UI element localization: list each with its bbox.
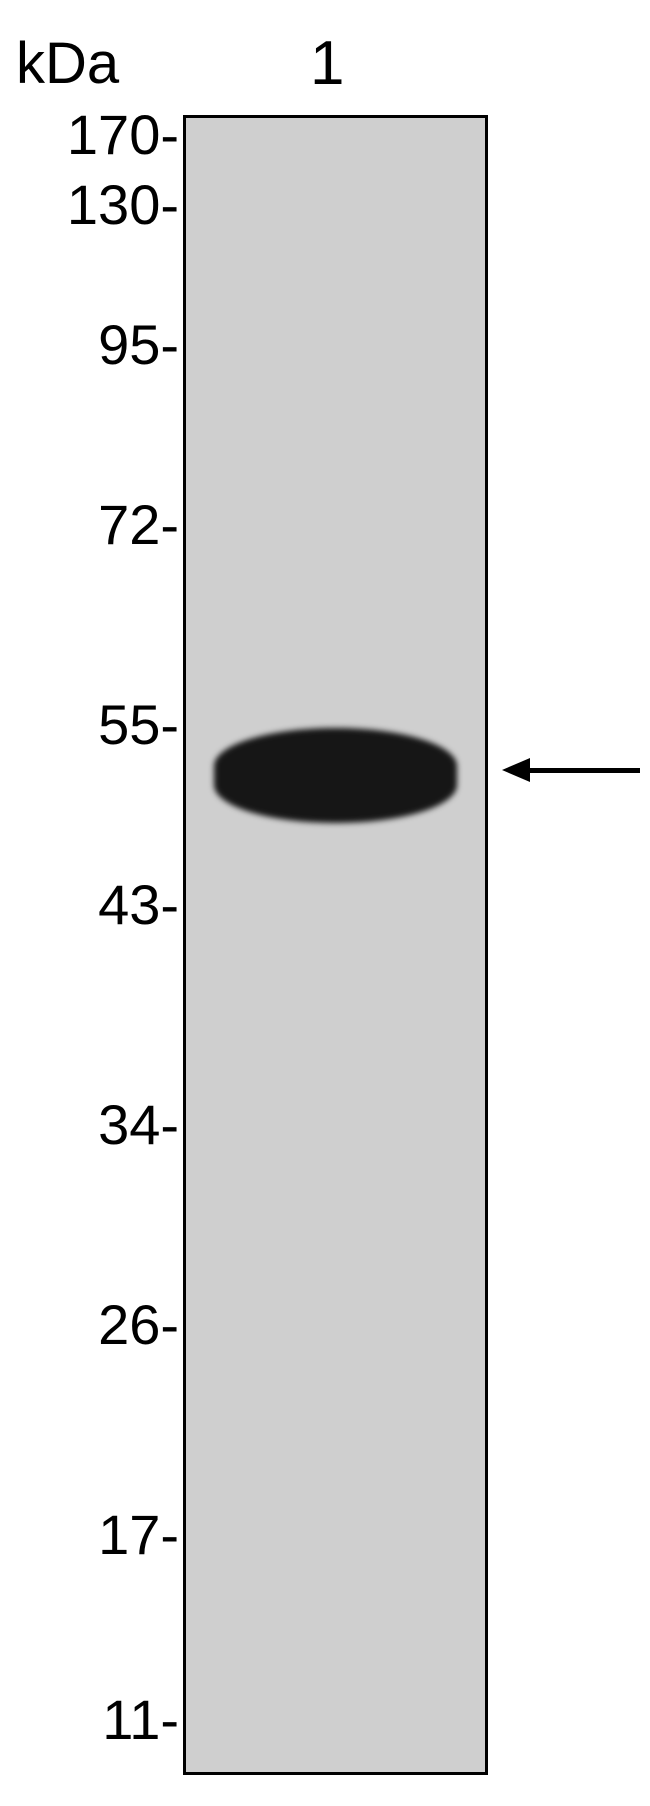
marker-17: 17- bbox=[98, 1502, 179, 1567]
marker-26: 26- bbox=[98, 1292, 179, 1357]
blot-lane-1 bbox=[183, 115, 488, 1775]
marker-34: 34- bbox=[98, 1092, 179, 1157]
arrow-head-icon bbox=[502, 758, 530, 782]
arrow-shaft bbox=[530, 768, 640, 773]
marker-55: 55- bbox=[98, 692, 179, 757]
marker-11: 11- bbox=[102, 1687, 179, 1752]
western-blot-figure: kDa 170-130- 95- 72- 55- 43- 34- 26- 17- 11- 1 bbox=[0, 0, 650, 1806]
marker-95: 95- bbox=[98, 312, 179, 377]
marker-130: 130- bbox=[67, 172, 179, 237]
marker-170: 170- bbox=[67, 102, 179, 167]
marker-72: 72- bbox=[98, 492, 179, 557]
lane-1-label: 1 bbox=[310, 28, 344, 99]
marker-43: 43- bbox=[98, 872, 179, 937]
protein-band bbox=[214, 728, 457, 823]
axis-unit-label: kDa bbox=[16, 30, 119, 97]
